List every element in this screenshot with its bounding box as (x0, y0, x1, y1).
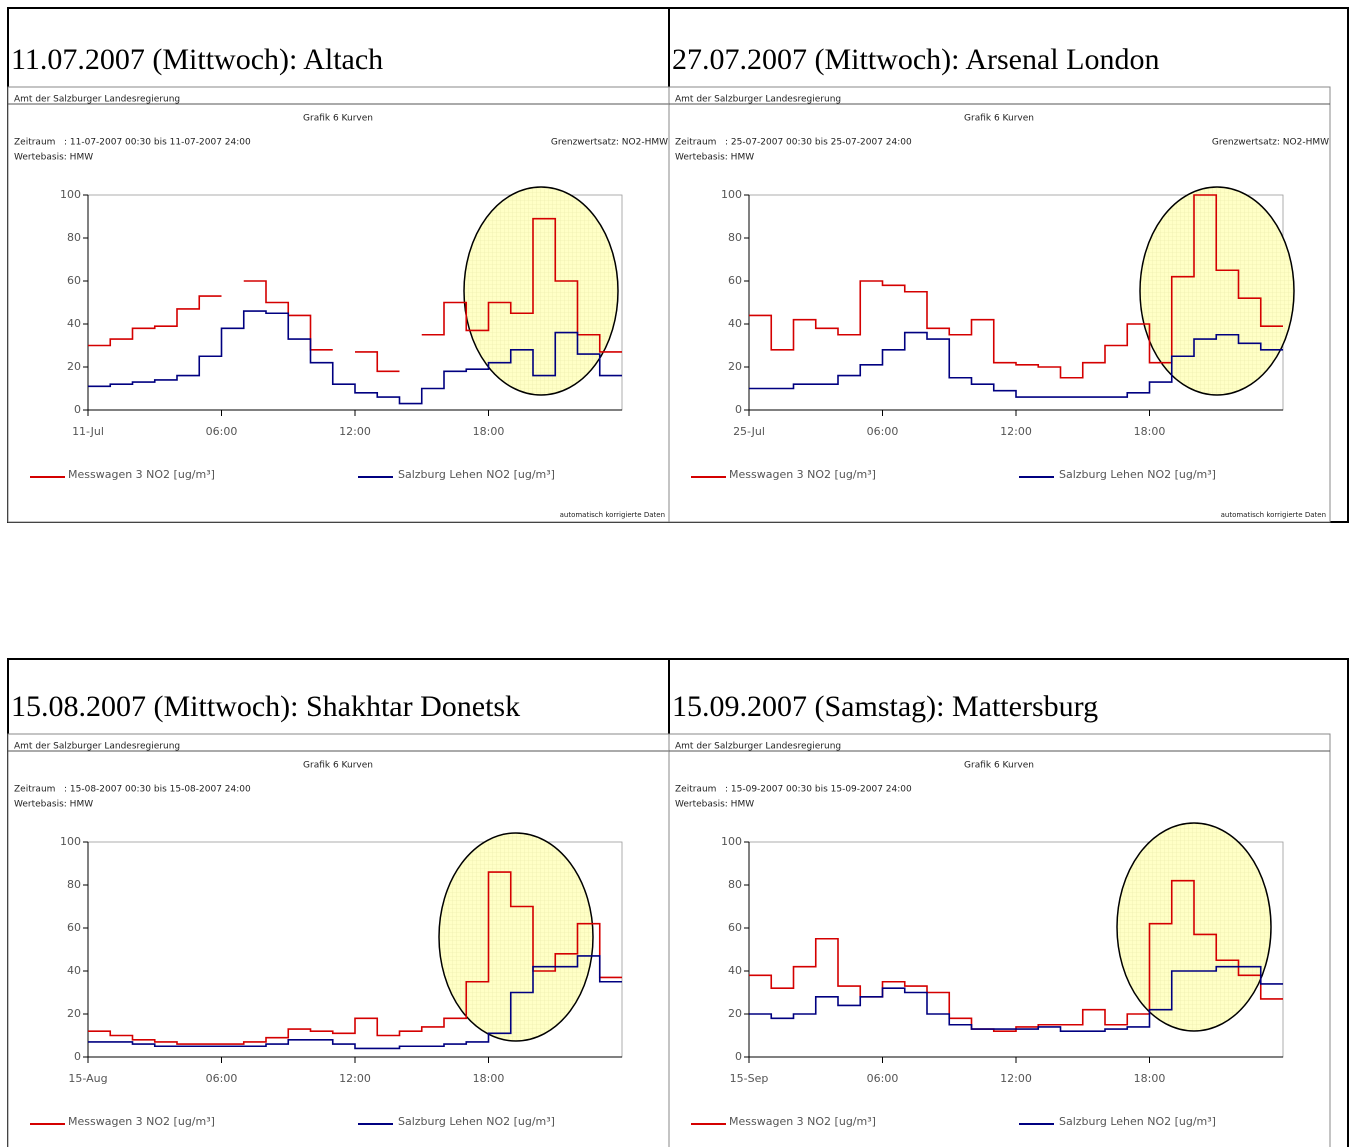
agency: Amt der Salzburger Landesregierung (14, 95, 180, 105)
x-tick-label: 15-Sep (730, 1072, 769, 1085)
y-tick-label: 0 (74, 403, 81, 416)
x-tick-label: 25-Jul (733, 425, 765, 438)
legend-label: Messwagen 3 NO2 [ug/m³] (729, 468, 876, 481)
basis: Wertebasis: HMW (675, 153, 754, 163)
y-tick-label: 20 (67, 360, 81, 373)
x-tick-label: 06:00 (867, 425, 899, 438)
y-tick-label: 20 (67, 1007, 81, 1020)
panel-heading: 15.08.2007 (Mittwoch): Shakhtar Donetsk (11, 690, 520, 723)
y-tick-label: 80 (67, 231, 81, 244)
panel-heading: 11.07.2007 (Mittwoch): Altach (11, 43, 383, 76)
y-tick-label: 80 (728, 231, 742, 244)
y-tick-label: 100 (721, 835, 742, 848)
panel-heading: 15.09.2007 (Samstag): Mattersburg (672, 690, 1098, 723)
series-line (749, 194, 1283, 379)
y-tick-label: 40 (67, 317, 81, 330)
y-tick-label: 100 (721, 188, 742, 201)
series-line (88, 871, 622, 1045)
limit-set: Grenzwertsatz: NO2-HMW (551, 138, 668, 148)
x-tick-label: 12:00 (339, 425, 371, 438)
legend-label: Salzburg Lehen NO2 [ug/m³] (1059, 468, 1216, 481)
x-tick-label: 18:00 (473, 425, 505, 438)
period: Zeitraum : 15-09-2007 00:30 bis 15-09-20… (675, 785, 912, 795)
basis: Wertebasis: HMW (14, 153, 93, 163)
x-tick-label: 12:00 (1000, 425, 1032, 438)
x-tick-label: 18:00 (1134, 1072, 1166, 1085)
x-tick-label: 06:00 (206, 425, 238, 438)
legend-label: Messwagen 3 NO2 [ug/m³] (68, 1115, 215, 1128)
y-tick-label: 80 (728, 878, 742, 891)
period: Zeitraum : 25-07-2007 00:30 bis 25-07-20… (675, 138, 912, 148)
series-line (749, 879, 1283, 1032)
chart-title: Grafik 6 Kurven (964, 114, 1034, 124)
series-line (749, 965, 1283, 1032)
panel-heading: 27.07.2007 (Mittwoch): Arsenal London (672, 43, 1159, 76)
y-tick-label: 60 (728, 921, 742, 934)
x-tick-label: 06:00 (867, 1072, 899, 1085)
y-tick-label: 60 (67, 921, 81, 934)
basis: Wertebasis: HMW (675, 800, 754, 810)
chart-title: Grafik 6 Kurven (303, 761, 373, 771)
highlight-ellipse (463, 186, 619, 396)
legend-label: Messwagen 3 NO2 [ug/m³] (68, 468, 215, 481)
x-tick-label: 11-Jul (72, 425, 104, 438)
x-tick-label: 15-Aug (68, 1072, 107, 1085)
y-tick-label: 20 (728, 360, 742, 373)
agency: Amt der Salzburger Landesregierung (675, 95, 841, 105)
y-tick-label: 40 (728, 964, 742, 977)
agency: Amt der Salzburger Landesregierung (14, 742, 180, 752)
y-tick-label: 60 (728, 274, 742, 287)
y-tick-label: 0 (735, 403, 742, 416)
x-tick-label: 18:00 (1134, 425, 1166, 438)
basis: Wertebasis: HMW (14, 800, 93, 810)
y-tick-label: 100 (60, 835, 81, 848)
y-tick-label: 40 (728, 317, 742, 330)
period: Zeitraum : 15-08-2007 00:30 bis 15-08-20… (14, 785, 251, 795)
footnote: automatisch korrigierte Daten (560, 511, 665, 519)
y-tick-label: 40 (67, 964, 81, 977)
x-tick-label: 06:00 (206, 1072, 238, 1085)
y-tick-label: 0 (735, 1050, 742, 1063)
x-tick-label: 18:00 (473, 1072, 505, 1085)
chart-title: Grafik 6 Kurven (964, 761, 1034, 771)
series-line (88, 955, 622, 1050)
x-tick-label: 12:00 (1000, 1072, 1032, 1085)
y-tick-label: 60 (67, 274, 81, 287)
y-tick-label: 20 (728, 1007, 742, 1020)
y-tick-label: 80 (67, 878, 81, 891)
highlight-ellipse (438, 832, 594, 1042)
y-tick-label: 100 (60, 188, 81, 201)
legend-label: Salzburg Lehen NO2 [ug/m³] (398, 1115, 555, 1128)
series-line (749, 331, 1283, 398)
legend-label: Messwagen 3 NO2 [ug/m³] (729, 1115, 876, 1128)
x-tick-label: 12:00 (339, 1072, 371, 1085)
series-line (88, 310, 622, 405)
y-tick-label: 0 (74, 1050, 81, 1063)
series-line (88, 217, 622, 373)
legend-label: Salzburg Lehen NO2 [ug/m³] (398, 468, 555, 481)
legend-label: Salzburg Lehen NO2 [ug/m³] (1059, 1115, 1216, 1128)
agency: Amt der Salzburger Landesregierung (675, 742, 841, 752)
footnote: automatisch korrigierte Daten (1221, 511, 1326, 519)
chart-title: Grafik 6 Kurven (303, 114, 373, 124)
period: Zeitraum : 11-07-2007 00:30 bis 11-07-20… (14, 138, 251, 148)
limit-set: Grenzwertsatz: NO2-HMW (1212, 138, 1329, 148)
